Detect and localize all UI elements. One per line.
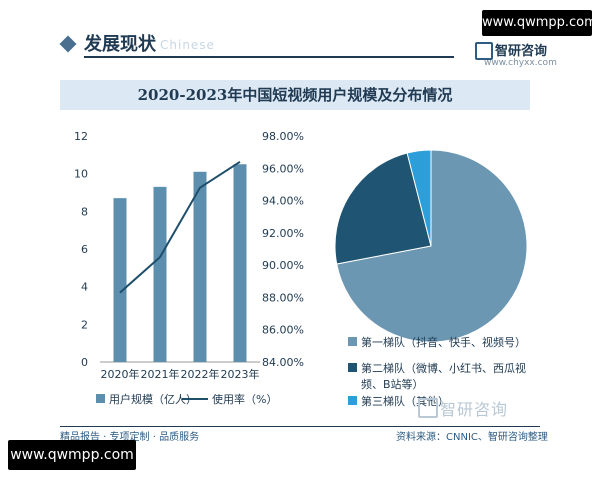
bar [153, 186, 167, 362]
bottom-brand-logo-icon [418, 398, 438, 418]
pie-slice [336, 149, 528, 343]
x-tick-label: 2021年 [141, 367, 180, 381]
watermark-top: www.qwmpp.com [482, 10, 597, 36]
section-title: 发展现状 [84, 34, 156, 55]
legend-swatch-rate [182, 398, 208, 400]
rate-line [119, 160, 241, 294]
watermark-bottom: www.qwmpp.com [8, 440, 136, 470]
y-left-tick-label: 0 [81, 356, 88, 369]
y-right-tick-label: 88.00% [262, 291, 304, 304]
y-right-tick-label: 96.00% [262, 162, 304, 175]
pie-legend-swatch-1 [348, 337, 357, 346]
y-left-tick-label: 4 [81, 281, 88, 294]
pie-legend-label-1: 第一梯队（抖音、快手、视频号） [361, 336, 526, 349]
bar [233, 164, 247, 362]
y-left-tick-label: 12 [74, 130, 88, 143]
y-right-tick-label: 90.00% [262, 259, 304, 272]
pie-legend-label-2-cont: 频、B站等） [361, 378, 424, 391]
y-left-tick-label: 10 [74, 168, 88, 181]
bottom-brand-name: 智研咨询 [440, 400, 509, 419]
y-left-tick-label: 8 [81, 205, 88, 218]
y-right-tick-label: 84.00% [262, 356, 304, 369]
y-left-tick-label: 6 [81, 243, 88, 256]
footer-divider [60, 426, 540, 427]
brand-logo-icon [475, 42, 493, 60]
y-right-tick-label: 94.00% [262, 195, 304, 208]
footer-slogan: 精品报告 · 专项定制 · 品质服务 [60, 432, 200, 443]
x-tick-label: 2023年 [221, 367, 260, 381]
chart-title: 2020-2023年中国短视频用户规模及分布情况 [137, 86, 453, 104]
x-tick-label: 2020年 [101, 367, 140, 381]
y-right-tick-label: 92.00% [262, 227, 304, 240]
legend-label-rate: 使用率（%） [212, 393, 278, 406]
brand-url: www.chyxx.com [484, 58, 557, 68]
section-title-en: Chinese [160, 38, 215, 52]
pie-legend-label-2: 第二梯队（微博、小红书、西瓜视 [361, 362, 526, 375]
y-left-tick-label: 2 [81, 318, 88, 331]
y-right-tick-label: 98.00% [262, 130, 304, 143]
header-underline [84, 56, 454, 58]
pie-slice [406, 149, 432, 247]
y-right-tick-label: 86.00% [262, 324, 304, 337]
pie-legend-swatch-2 [348, 363, 357, 372]
legend-label-users: 用户规模（亿人） [109, 393, 197, 406]
bar [113, 198, 127, 362]
footer-source: 资料来源：CNNIC、智研咨询整理 [396, 432, 548, 443]
legend-swatch-users [96, 394, 105, 403]
pie-slice [334, 152, 432, 265]
chart-title-band [60, 80, 530, 110]
pie-legend-swatch-3 [348, 396, 357, 405]
bar [193, 171, 207, 362]
brand-name: 智研咨询 [495, 44, 548, 59]
x-tick-label: 2022年 [181, 367, 220, 381]
